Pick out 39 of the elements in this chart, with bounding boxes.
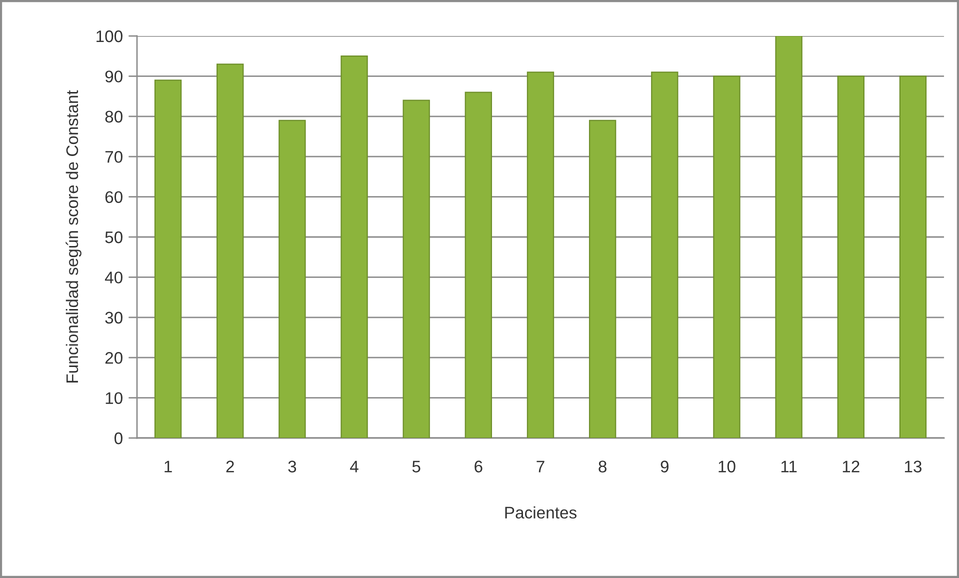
bar	[278, 120, 306, 438]
y-tick-label: 40	[104, 272, 122, 284]
bar	[775, 36, 802, 438]
y-tick-label: 30	[105, 312, 122, 324]
x-tick-label: 9	[660, 460, 668, 472]
x-axis-title: Pacientes	[505, 506, 576, 519]
x-tick-label: 1	[164, 460, 172, 472]
y-tick-label: 20	[105, 352, 122, 364]
bar	[837, 76, 864, 438]
x-tick-label: 6	[474, 460, 482, 472]
x-tick-label: 5	[412, 460, 420, 472]
x-tick-label: 2	[226, 460, 234, 472]
y-tick-label: 70	[105, 151, 122, 163]
y-tick-label: 60	[105, 191, 122, 204]
bar	[651, 72, 678, 438]
bar	[713, 76, 740, 438]
x-tick-label: 8	[598, 460, 606, 472]
bar	[154, 80, 182, 438]
bar	[402, 100, 430, 438]
x-tick-label: 11	[781, 460, 797, 472]
y-tick-label: 80	[105, 110, 122, 123]
x-tick-label: 4	[350, 460, 358, 472]
bar	[526, 72, 554, 438]
y-tick-label: 50	[105, 231, 122, 244]
x-tick-label: 3	[288, 460, 296, 472]
y-tick-label: 0	[114, 432, 122, 444]
x-tick-label: 13	[904, 460, 922, 472]
bar	[216, 64, 244, 438]
x-tick-label: 7	[536, 460, 544, 472]
bar	[588, 120, 616, 438]
y-tick-label: 100	[96, 30, 122, 42]
x-tick-label: 10	[718, 460, 736, 472]
y-axis-title: Funcionalidad según score de Constant	[66, 90, 82, 382]
y-tick-label: 90	[105, 70, 122, 82]
bar	[340, 56, 368, 438]
x-tick-label: 12	[842, 460, 860, 472]
bar	[899, 76, 927, 438]
bar	[464, 92, 492, 438]
y-tick-label: 10	[106, 392, 122, 404]
